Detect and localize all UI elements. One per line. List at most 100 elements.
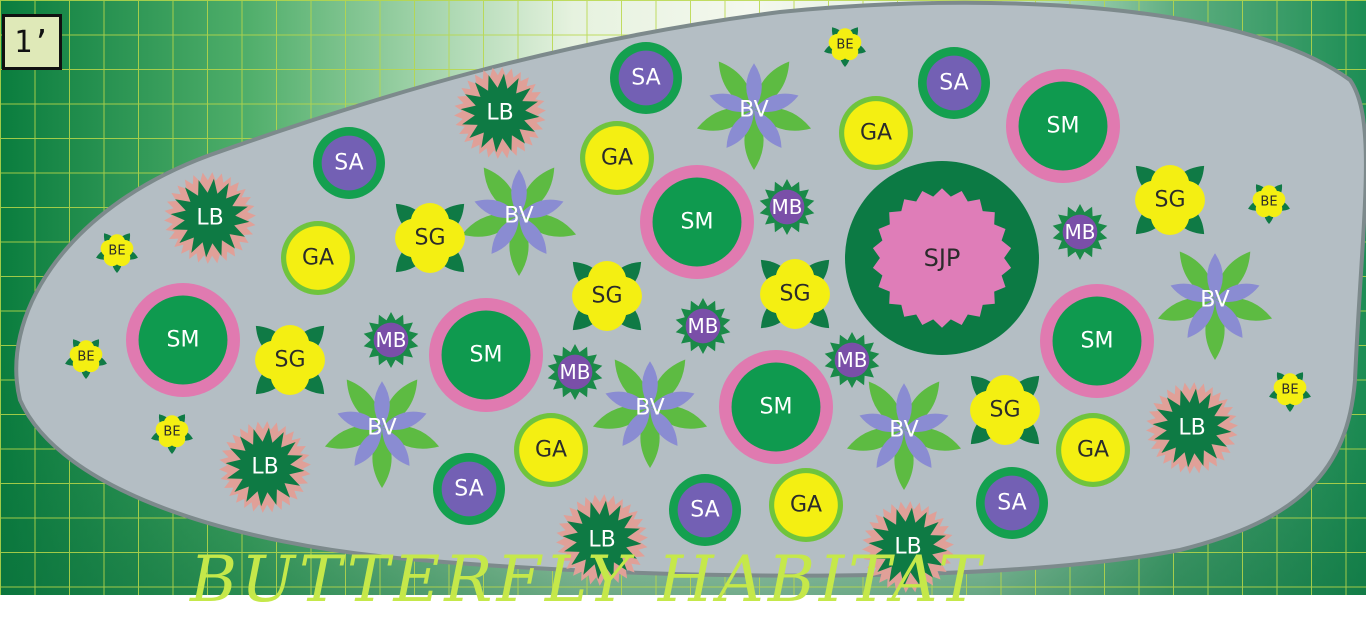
plant-mb: MB — [759, 179, 815, 235]
plant-sg: SG — [255, 325, 325, 395]
plant-be: BE — [65, 339, 107, 379]
plant-label: BV — [635, 396, 664, 421]
plant-be: BE — [96, 233, 138, 273]
plant-label: GA — [601, 146, 633, 171]
plant-bv: BV — [696, 61, 812, 170]
plant-label: SM — [681, 210, 714, 235]
plant-label: GA — [790, 493, 822, 518]
plant-label: LB — [1178, 416, 1205, 441]
plant-ga: GA — [1056, 413, 1130, 487]
plant-sg: SG — [395, 203, 465, 273]
plant-label: GA — [302, 246, 334, 271]
plant-sg: SG — [572, 261, 642, 331]
plant-ga: GA — [580, 121, 654, 195]
plant-label: SM — [1047, 114, 1080, 139]
plant-label: MB — [1065, 220, 1096, 244]
plant-label: GA — [860, 121, 892, 146]
plant-mb: MB — [1052, 204, 1108, 260]
plant-lb: LB — [219, 421, 311, 513]
garden-plan: SA SA SA SA SA SA SM SM SM SM SM SM GA GA GA GA GA GA BV BV… — [14, 0, 1366, 593]
plant-label: SA — [997, 491, 1026, 516]
plant-label: SA — [334, 151, 363, 176]
plant-sm: SM — [1040, 284, 1154, 398]
plant-label: BE — [836, 38, 853, 53]
plant-label: BV — [739, 98, 768, 123]
plant-sm: SM — [640, 165, 754, 279]
plants-layer: SA SA SA SA SA SA SM SM SM SM SM SM GA GA GA GA GA GA BV BV… — [65, 27, 1311, 593]
plant-label: SG — [591, 284, 622, 309]
plant-label: GA — [535, 438, 567, 463]
plant-label: BE — [77, 350, 94, 365]
plant-label: SA — [631, 66, 660, 91]
plant-label: LB — [588, 528, 615, 553]
plant-mb: MB — [824, 332, 880, 388]
plant-label: MB — [837, 348, 868, 372]
plant-label: SG — [1154, 188, 1185, 213]
plant-sa: SA — [433, 453, 505, 525]
plant-label: BE — [1281, 383, 1298, 398]
plant-sm: SM — [429, 298, 543, 412]
plant-label: BV — [367, 416, 396, 441]
plant-label: LB — [486, 101, 513, 126]
plant-bv: BV — [846, 381, 962, 490]
plant-sjp: SJP — [845, 161, 1039, 355]
plant-label: MB — [560, 360, 591, 384]
plant-sa: SA — [918, 47, 990, 119]
plant-label: SM — [760, 395, 793, 420]
plant-label: BV — [504, 204, 533, 229]
plant-be: BE — [1248, 184, 1290, 224]
plant-be: BE — [151, 414, 193, 454]
plant-label: SG — [414, 226, 445, 251]
plant-be: BE — [824, 27, 866, 67]
plant-label: BV — [889, 418, 918, 443]
plant-sa: SA — [669, 474, 741, 546]
plant-sm: SM — [1006, 69, 1120, 183]
plant-label: LB — [894, 535, 921, 560]
plant-label: BV — [1200, 288, 1229, 313]
plant-label: BE — [1260, 195, 1277, 210]
plant-bv: BV — [324, 379, 440, 488]
plant-sa: SA — [976, 467, 1048, 539]
plant-ga: GA — [281, 221, 355, 295]
plant-bv: BV — [592, 359, 708, 468]
plant-sa: SA — [313, 127, 385, 199]
plant-ga: GA — [839, 96, 913, 170]
plant-lb: LB — [454, 67, 546, 159]
plant-label: GA — [1077, 438, 1109, 463]
plant-sg: SG — [760, 259, 830, 329]
plant-label: SJP — [924, 244, 961, 272]
plant-label: SM — [1081, 329, 1114, 354]
plant-label: MB — [688, 314, 719, 338]
plant-label: SA — [454, 477, 483, 502]
plant-sa: SA — [610, 42, 682, 114]
plant-label: BE — [163, 425, 180, 440]
plant-lb: LB — [1146, 382, 1238, 474]
plant-mb: MB — [675, 298, 731, 354]
plant-label: SM — [470, 343, 503, 368]
plant-lb: LB — [862, 501, 954, 593]
plant-be: BE — [1269, 372, 1311, 412]
plant-lb: LB — [556, 494, 648, 586]
plant-label: SG — [274, 348, 305, 373]
plant-sm: SM — [126, 283, 240, 397]
plant-mb: MB — [363, 312, 419, 368]
plant-sm: SM — [719, 350, 833, 464]
plant-bv: BV — [1157, 251, 1273, 360]
plant-sg: SG — [1135, 165, 1205, 235]
plant-ga: GA — [769, 468, 843, 542]
plant-label: LB — [196, 206, 223, 231]
plant-label: SA — [939, 71, 968, 96]
plant-label: SM — [167, 328, 200, 353]
page-title: BUTTERFLY HABITAT — [190, 543, 985, 617]
plant-mb: MB — [547, 344, 603, 400]
plant-ga: GA — [514, 413, 588, 487]
scale-label: 1’ — [2, 14, 62, 70]
plant-sg: SG — [970, 375, 1040, 445]
plant-label: SG — [779, 282, 810, 307]
plant-label: LB — [251, 455, 278, 480]
plant-label: MB — [376, 328, 407, 352]
plant-label: SA — [690, 498, 719, 523]
plant-bv: BV — [461, 167, 577, 276]
plant-lb: LB — [164, 172, 256, 264]
plant-label: MB — [772, 195, 803, 219]
